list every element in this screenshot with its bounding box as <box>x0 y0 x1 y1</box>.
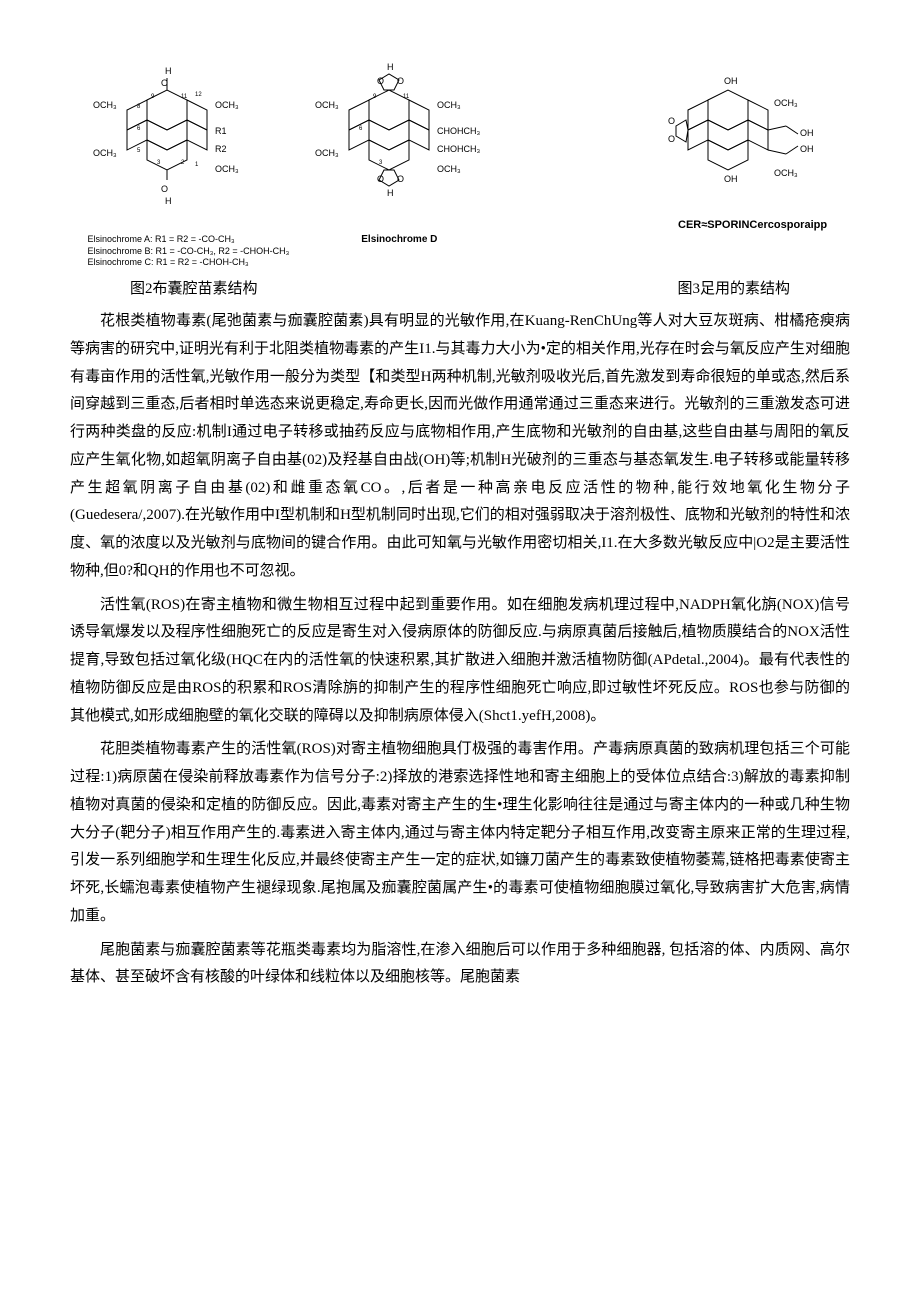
svg-text:O: O <box>161 184 168 194</box>
svg-text:6: 6 <box>359 126 363 132</box>
svg-text:3: 3 <box>379 160 383 166</box>
label-ch3o-d1: OCH₃ <box>315 100 339 110</box>
label-chohch3-2: CHOHCH₃ <box>437 144 480 154</box>
svg-text:H: H <box>165 196 172 206</box>
label-och3-cer: OCH₃ <box>774 98 798 108</box>
svg-text:12: 12 <box>195 92 202 98</box>
label-ch3o-1: OCH₃ <box>93 100 117 110</box>
variant-a: Elsinochrome A: R1 = R2 = -CO-CH₃ <box>87 234 289 246</box>
label-och3-d2: OCH₃ <box>437 164 461 174</box>
figure-2-caption: 图2布囊腔苗素结构 <box>130 277 258 298</box>
variant-b: Elsinochrome B: R1 = -CO-CH₃, R2 = -CHOH… <box>87 246 289 258</box>
label-chohch3-1: CHOHCH₃ <box>437 126 480 136</box>
label-oh-r1: OH <box>800 128 814 138</box>
paragraph-4: 尾胞菌素与痂囊腔菌素等花瓶类毒素均为脂溶性,在渗入细胞后可以作用于多种细胞器, … <box>70 937 850 993</box>
svg-text:O: O <box>377 174 384 184</box>
svg-text:O: O <box>668 134 675 144</box>
mol-cercosporin-svg: OH OCH₃ OH OH OCH₃ OH O O <box>648 60 818 215</box>
mol-abc-svg: H O OCH₃ R1 R2 OCH₃ OCH₃ OCH₃ O H 9 11 1… <box>87 60 267 230</box>
svg-text:O: O <box>397 174 404 184</box>
paragraph-2: 活性氧(ROS)在寄主植物和微生物相互过程中起到重要作用。如在细胞发病机理过程中… <box>70 592 850 731</box>
svg-text:11: 11 <box>403 94 410 100</box>
captions-row: 图2布囊腔苗素结构 图3足用的素结构 <box>130 277 790 298</box>
svg-text:9: 9 <box>151 94 155 100</box>
svg-text:3: 3 <box>157 160 161 166</box>
figures-row: H O OCH₃ R1 R2 OCH₃ OCH₃ OCH₃ O H 9 11 1… <box>70 60 850 269</box>
label-ch3o-d2: OCH₃ <box>315 148 339 158</box>
svg-text:11: 11 <box>181 94 188 100</box>
svg-text:6: 6 <box>137 126 141 132</box>
svg-text:O: O <box>668 116 675 126</box>
paragraph-3: 花胆类植物毒素产生的活性氧(ROS)对寄主植物细胞具仃极强的毒害作用。产毒病原真… <box>70 736 850 930</box>
svg-text:O: O <box>377 76 384 86</box>
paragraph-1: 花根类植物毒素(尾弛菌素与痂囊腔菌素)具有明显的光敏作用,在Kuang-RenC… <box>70 308 850 586</box>
svg-text:O: O <box>161 78 168 88</box>
mol-d-svg: H O O OCH₃ CHOHCH₃ CHOHCH₃ OCH₃ OCH₃ OCH… <box>309 60 489 230</box>
svg-text:O: O <box>397 76 404 86</box>
label-r1: R1 <box>215 126 227 136</box>
caption-elsinochrome-d: Elsinochrome D <box>309 234 489 245</box>
svg-text:8: 8 <box>137 104 141 110</box>
label-r2: R2 <box>215 144 227 154</box>
elsinochrome-variants: Elsinochrome A: R1 = R2 = -CO-CH₃ Elsino… <box>87 234 289 269</box>
figure-2-group: H O OCH₃ R1 R2 OCH₃ OCH₃ OCH₃ O H 9 11 1… <box>70 60 507 269</box>
label-och3-cer2: OCH₃ <box>774 168 798 178</box>
svg-text:H: H <box>387 62 394 72</box>
label-oh-r2: OH <box>800 144 814 154</box>
svg-text:9: 9 <box>373 94 377 100</box>
label-och3-d1: OCH₃ <box>437 100 461 110</box>
molecule-elsinochrome-abc: H O OCH₃ R1 R2 OCH₃ OCH₃ OCH₃ O H 9 11 1… <box>87 60 289 269</box>
label-ch3o-2: OCH₃ <box>93 148 117 158</box>
molecule-elsinochrome-d: H O O OCH₃ CHOHCH₃ CHOHCH₃ OCH₃ OCH₃ OCH… <box>309 60 489 245</box>
label-oh-top: OH <box>724 76 738 86</box>
svg-text:5: 5 <box>137 148 141 154</box>
svg-text:H: H <box>165 66 172 76</box>
svg-text:1: 1 <box>195 162 199 168</box>
caption-cercosporin: CER≈SPORINCercosporaipp <box>678 219 788 231</box>
figure-3-group: OH OCH₃ OH OH OCH₃ OH O O CER≈SPORINCerc… <box>616 60 850 231</box>
figure-3-caption: 图3足用的素结构 <box>677 277 790 298</box>
label-och3: OCH₃ <box>215 100 239 110</box>
variant-c: Elsinochrome C: R1 = R2 = -CHOH-CH₃ <box>87 257 289 269</box>
label-och3-2: OCH₃ <box>215 164 239 174</box>
svg-text:H: H <box>387 188 394 198</box>
label-oh-bot: OH <box>724 174 738 184</box>
